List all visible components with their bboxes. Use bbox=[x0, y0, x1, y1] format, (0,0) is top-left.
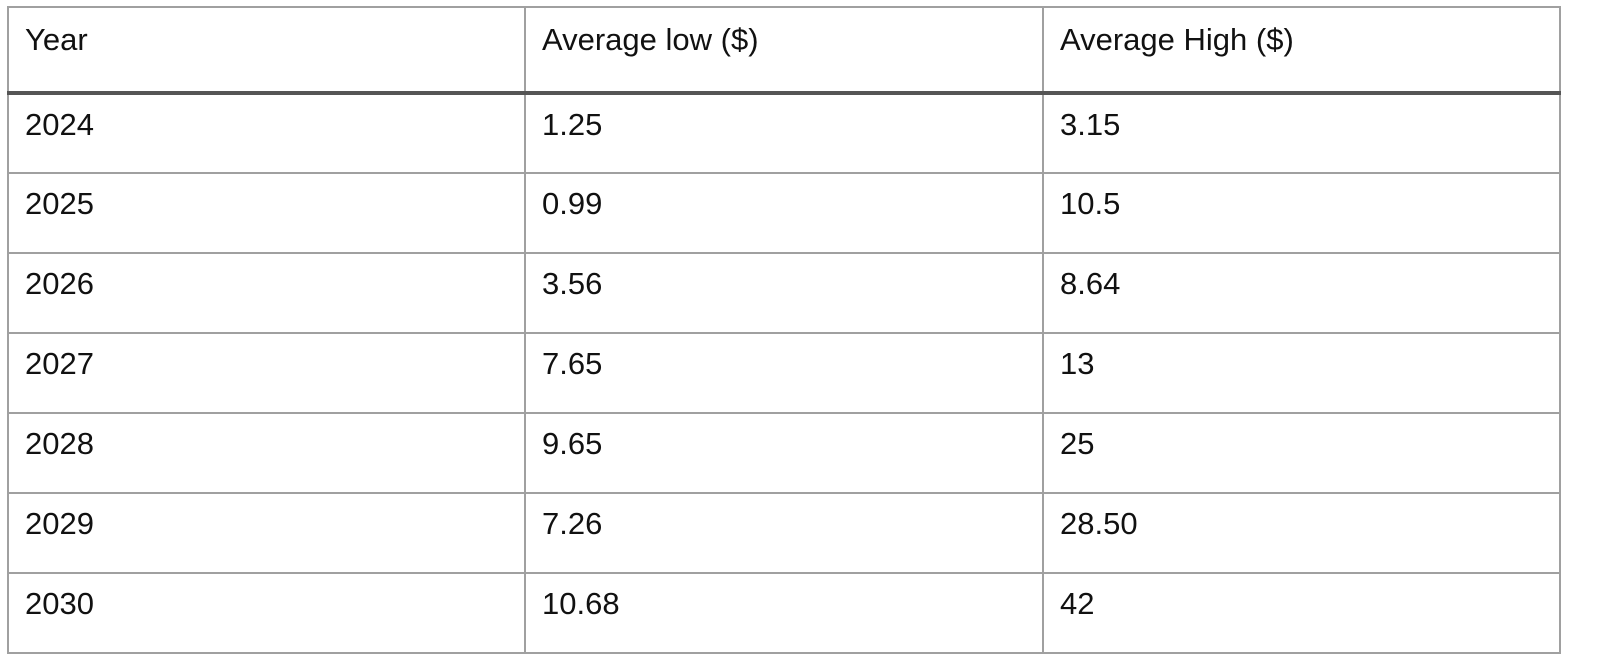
price-table: Year Average low ($) Average High ($) 2024… bbox=[7, 6, 1561, 654]
table-cell: 2028 bbox=[7, 412, 526, 494]
table-cell: 10.5 bbox=[1042, 172, 1561, 254]
table-cell: 0.99 bbox=[524, 172, 1044, 254]
table-cell: 7.65 bbox=[524, 332, 1044, 414]
table-row: 2026 3.56 8.64 bbox=[7, 252, 1561, 334]
table-row: 2030 10.68 42 bbox=[7, 572, 1561, 654]
table-cell: 25 bbox=[1042, 412, 1561, 494]
header-cell: Average low ($) bbox=[524, 6, 1044, 95]
table-cell: 1.25 bbox=[524, 92, 1044, 174]
table-body: 2024 1.25 3.15 2025 0.99 10.5 2026 3.56 8.64 2027… bbox=[7, 92, 1561, 654]
table-cell: 28.50 bbox=[1042, 492, 1561, 574]
table-cell: 7.26 bbox=[524, 492, 1044, 574]
header-cell: Year bbox=[7, 6, 526, 95]
table-cell: 2024 bbox=[7, 92, 526, 174]
table-cell: 13 bbox=[1042, 332, 1561, 414]
table-cell: 10.68 bbox=[524, 572, 1044, 654]
table-row: 2025 0.99 10.5 bbox=[7, 172, 1561, 254]
table-cell: 9.65 bbox=[524, 412, 1044, 494]
table-cell: 3.15 bbox=[1042, 92, 1561, 174]
table-row: 2027 7.65 13 bbox=[7, 332, 1561, 414]
table-cell: 8.64 bbox=[1042, 252, 1561, 334]
header-row: Year Average low ($) Average High ($) bbox=[7, 6, 1561, 95]
table-row: 2029 7.26 28.50 bbox=[7, 492, 1561, 574]
table-cell: 2025 bbox=[7, 172, 526, 254]
table-cell: 2026 bbox=[7, 252, 526, 334]
table-cell: 2030 bbox=[7, 572, 526, 654]
table-header: Year Average low ($) Average High ($) bbox=[7, 6, 1561, 95]
header-cell: Average High ($) bbox=[1042, 6, 1561, 95]
table-row: 2024 1.25 3.15 bbox=[7, 92, 1561, 174]
table-cell: 3.56 bbox=[524, 252, 1044, 334]
table-cell: 42 bbox=[1042, 572, 1561, 654]
table-cell: 2029 bbox=[7, 492, 526, 574]
table-row: 2028 9.65 25 bbox=[7, 412, 1561, 494]
table-cell: 2027 bbox=[7, 332, 526, 414]
